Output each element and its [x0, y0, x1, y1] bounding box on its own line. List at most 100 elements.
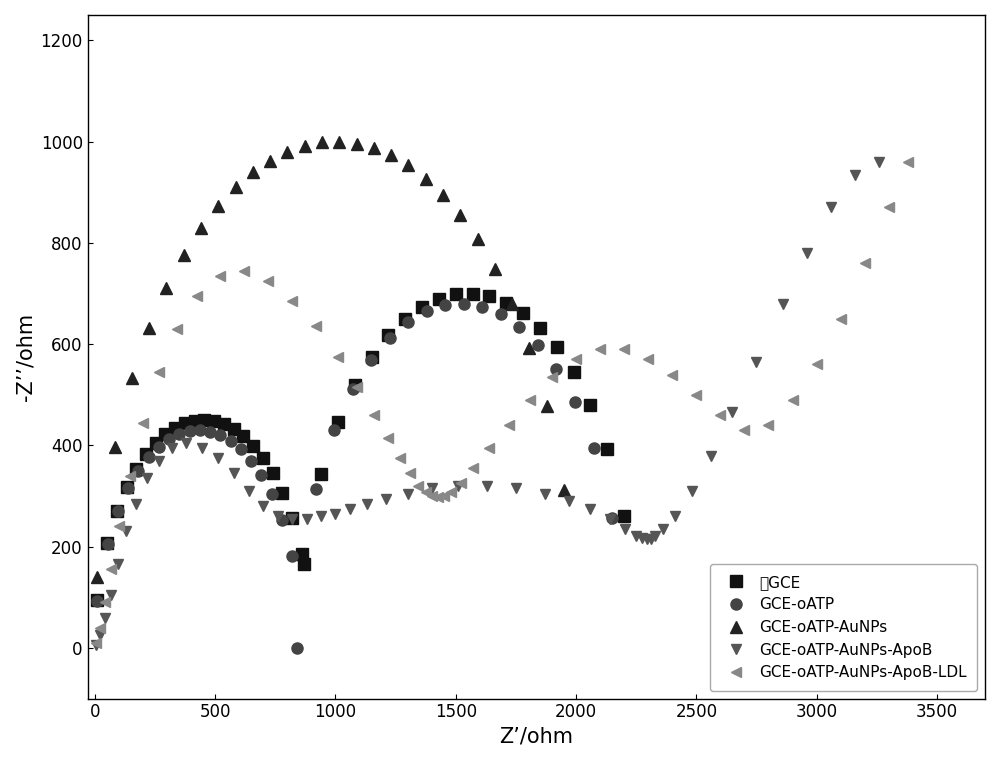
GCE-oATP-AuNPs — [489, 264, 501, 274]
GCE-oATP — [458, 299, 470, 309]
GCE-oATP — [347, 385, 359, 394]
GCE-oATP-AuNPs-ApoB-LDL — [214, 271, 226, 280]
裸GCE — [416, 303, 428, 312]
GCE-oATP-AuNPs-ApoB-LDL — [332, 352, 344, 361]
GCE-oATP-AuNPs-ApoB — [153, 456, 165, 465]
裸GCE — [332, 418, 344, 427]
GCE-oATP — [384, 333, 396, 342]
GCE-oATP-AuNPs-ApoB — [286, 514, 298, 523]
GCE-oATP — [532, 340, 544, 349]
GCE-oATP-AuNPs-ApoB-LDL — [883, 203, 895, 212]
裸GCE — [121, 482, 133, 491]
裸GCE — [500, 298, 512, 307]
GCE-oATP-AuNPs-ApoB — [481, 482, 493, 491]
GCE-oATP-AuNPs — [247, 168, 259, 177]
GCE-oATP-AuNPs-ApoB-LDL — [524, 395, 536, 405]
GCE-oATP — [194, 426, 206, 435]
GCE-oATP-AuNPs-ApoB-LDL — [483, 443, 495, 453]
GCE-oATP-AuNPs — [420, 174, 432, 183]
GCE-oATP-AuNPs — [316, 138, 328, 147]
GCE-oATP-AuNPs — [541, 401, 553, 410]
GCE-oATP — [102, 539, 114, 548]
GCE-oATP-AuNPs-ApoB — [301, 514, 313, 523]
GCE-oATP-AuNPs-ApoB — [705, 451, 717, 460]
GCE-oATP-AuNPs-ApoB-LDL — [642, 355, 654, 364]
GCE-oATP-AuNPs-ApoB — [105, 591, 117, 600]
GCE-oATP-AuNPs — [212, 201, 224, 210]
GCE-oATP-AuNPs-ApoB — [120, 527, 132, 536]
裸GCE — [257, 453, 269, 463]
裸GCE — [228, 424, 240, 434]
GCE-oATP-AuNPs — [109, 443, 121, 452]
GCE-oATP-AuNPs — [454, 210, 466, 219]
GCE-oATP-AuNPs-ApoB-LDL — [113, 522, 125, 531]
裸GCE — [382, 331, 394, 340]
GCE-oATP — [402, 317, 414, 326]
GCE-oATP-AuNPs-ApoB — [801, 248, 813, 258]
GCE-oATP-AuNPs-ApoB — [329, 509, 341, 518]
GCE-oATP-AuNPs-ApoB — [669, 512, 681, 521]
GCE-oATP — [112, 507, 124, 516]
GCE-oATP-AuNPs-ApoB — [141, 474, 153, 483]
GCE-oATP-AuNPs-ApoB — [825, 203, 837, 212]
裸GCE — [618, 512, 630, 521]
GCE-oATP-AuNPs — [178, 251, 190, 260]
Line: GCE-oATP-AuNPs: GCE-oATP-AuNPs — [92, 136, 570, 582]
GCE-oATP — [495, 309, 507, 319]
GCE-oATP-AuNPs-ApoB-LDL — [432, 492, 444, 501]
GCE-oATP-AuNPs-ApoB — [90, 641, 102, 650]
裸GCE — [399, 314, 411, 323]
GCE-oATP-AuNPs-ApoB — [649, 531, 661, 540]
GCE-oATP — [291, 643, 303, 652]
Line: GCE-oATP: GCE-oATP — [92, 298, 618, 654]
GCE-oATP-AuNPs-ApoB — [563, 497, 575, 506]
裸GCE — [247, 441, 259, 450]
GCE-oATP-AuNPs-ApoB — [99, 613, 111, 622]
GCE-oATP-AuNPs — [472, 235, 484, 244]
GCE-oATP-AuNPs-ApoB-LDL — [426, 491, 438, 501]
Y-axis label: -Z’’/ohm: -Z’’/ohm — [15, 312, 35, 401]
GCE-oATP-AuNPs-ApoB — [510, 484, 522, 493]
GCE-oATP-AuNPs-ApoB-LDL — [238, 266, 250, 275]
GCE-oATP — [245, 456, 257, 466]
GCE-oATP-AuNPs-ApoB-LDL — [690, 390, 702, 399]
GCE-oATP-AuNPs-ApoB — [630, 531, 642, 540]
GCE-oATP-AuNPs-ApoB-LDL — [90, 639, 102, 648]
GCE-oATP-AuNPs-ApoB-LDL — [137, 418, 149, 427]
GCE-oATP-AuNPs-ApoB — [180, 438, 192, 447]
GCE-oATP-AuNPs-ApoB — [777, 299, 789, 308]
GCE-oATP-AuNPs-ApoB-LDL — [404, 469, 416, 478]
GCE-oATP — [214, 431, 226, 440]
GCE-oATP — [266, 490, 278, 499]
GCE-oATP-AuNPs — [333, 137, 345, 146]
GCE-oATP-AuNPs-ApoB-LDL — [124, 471, 136, 480]
GCE-oATP-AuNPs-ApoB-LDL — [351, 383, 363, 392]
GCE-oATP-AuNPs-ApoB-LDL — [835, 314, 847, 323]
GCE-oATP-AuNPs-ApoB — [257, 501, 269, 511]
裸GCE — [298, 559, 310, 568]
GCE-oATP-AuNPs-ApoB — [130, 499, 142, 508]
GCE-oATP-AuNPs-ApoB-LDL — [455, 479, 467, 488]
GCE-oATP-AuNPs-ApoB-LDL — [738, 426, 750, 435]
GCE-oATP-AuNPs-ApoB — [686, 486, 698, 495]
裸GCE — [179, 419, 191, 428]
GCE-oATP-AuNPs — [368, 143, 380, 152]
裸GCE — [366, 353, 378, 362]
GCE-oATP-AuNPs-ApoB-LDL — [420, 488, 432, 497]
GCE-oATP-AuNPs-ApoB-LDL — [570, 355, 582, 364]
GCE-oATP — [153, 442, 165, 451]
GCE-oATP-AuNPs-ApoB-LDL — [382, 434, 394, 443]
GCE-oATP-AuNPs-ApoB-LDL — [394, 453, 406, 463]
Line: GCE-oATP-AuNPs-ApoB-LDL: GCE-oATP-AuNPs-ApoB-LDL — [91, 157, 913, 648]
GCE-oATP — [132, 466, 144, 475]
裸GCE — [150, 439, 162, 448]
GCE-oATP-AuNPs-ApoB-LDL — [594, 344, 606, 354]
GCE-oATP-AuNPs — [160, 283, 172, 292]
GCE-oATP-AuNPs-ApoB — [452, 482, 464, 491]
GCE-oATP-AuNPs-ApoB-LDL — [467, 463, 479, 472]
GCE-oATP — [163, 434, 175, 443]
GCE-oATP-AuNPs-ApoB-LDL — [94, 623, 106, 632]
GCE-oATP — [421, 306, 433, 315]
GCE-oATP-AuNPs-ApoB — [584, 504, 596, 514]
GCE-oATP — [204, 427, 216, 436]
